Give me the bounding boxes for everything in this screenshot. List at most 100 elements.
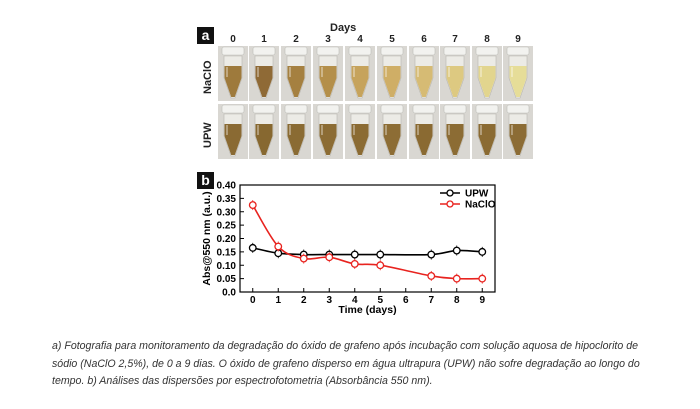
tube-highlight: [448, 125, 450, 135]
data-point-naclo: [299, 254, 308, 263]
tube-liquid: [287, 66, 305, 97]
tube-liquid: [351, 124, 369, 155]
panel-b-label: b: [197, 172, 214, 189]
y-tick-label: 0.35: [217, 194, 237, 205]
tube-cap: [284, 46, 308, 56]
y-tick-label: 0.10: [217, 261, 237, 272]
tube-cap: [252, 46, 276, 56]
data-point-naclo: [478, 274, 487, 283]
tube-photo: [472, 104, 502, 159]
day-label: 9: [515, 34, 521, 45]
x-tick-label: 6: [403, 295, 409, 306]
tube-liquid: [446, 124, 464, 155]
y-tick-label: 0.30: [217, 207, 237, 218]
tube-liquid: [478, 124, 496, 155]
tube-cap: [506, 104, 530, 114]
tube-cap: [221, 46, 245, 56]
tube-cap: [316, 104, 340, 114]
tube-photo: [218, 46, 248, 101]
day-label: 0: [230, 34, 236, 45]
tube-cap: [348, 104, 372, 114]
tube-photo: [503, 104, 533, 159]
tube-photo: [345, 46, 375, 101]
tube-photo: [218, 104, 248, 159]
tube-photo: [409, 46, 439, 101]
tube-photo: [409, 104, 439, 159]
tube-photo: [377, 104, 407, 159]
y-tick-label: 0.25: [217, 221, 237, 232]
y-tick-label: 0.20: [217, 234, 237, 245]
data-point-naclo: [452, 274, 461, 283]
data-point-upw: [376, 250, 385, 259]
tube-highlight: [321, 67, 323, 77]
tube-photo: [503, 46, 533, 101]
tube-cap: [284, 104, 308, 114]
tube-photo: [249, 46, 279, 101]
data-point-naclo: [325, 253, 334, 262]
legend-marker: [446, 189, 454, 197]
data-point-upw: [452, 246, 461, 255]
tube-cap: [412, 46, 436, 56]
tube-cap: [443, 46, 467, 56]
data-point-naclo: [350, 259, 359, 268]
x-tick-label: 0: [250, 295, 256, 306]
x-tick-label: 2: [301, 295, 307, 306]
tube-highlight: [417, 67, 419, 77]
data-point-upw: [248, 243, 257, 252]
x-axis-label: Time (days): [338, 304, 396, 316]
day-label: 1: [261, 34, 267, 45]
legend-label: NaClO: [465, 200, 496, 211]
tube-highlight: [511, 67, 513, 77]
tube-cap: [316, 46, 340, 56]
legend-marker: [446, 200, 454, 208]
x-tick-label: 3: [326, 295, 332, 306]
x-tick-label: 1: [275, 295, 281, 306]
tube-liquid: [351, 66, 369, 97]
tube-liquid: [287, 124, 305, 155]
tube-highlight: [480, 125, 482, 135]
tube-liquid: [478, 66, 496, 97]
tube-highlight: [511, 125, 513, 135]
day-label: 6: [421, 34, 427, 45]
day-label: 5: [389, 34, 395, 45]
tube-liquid: [509, 66, 527, 97]
series-line-naclo: [252, 204, 483, 280]
data-point-upw: [478, 247, 487, 256]
x-tick-label: 4: [352, 295, 358, 306]
x-tick-label: 9: [479, 295, 485, 306]
tube-cap: [380, 46, 404, 56]
tube-photo: [377, 46, 407, 101]
tube-photo: [440, 46, 470, 101]
tube-highlight: [289, 125, 291, 135]
tube-liquid: [383, 66, 401, 97]
tube-highlight: [257, 67, 259, 77]
tube-cap: [475, 46, 499, 56]
tube-photo: [472, 46, 502, 101]
tube-photo: [440, 104, 470, 159]
tube-highlight: [289, 67, 291, 77]
day-label: 8: [484, 34, 490, 45]
tube-liquid: [446, 66, 464, 97]
tube-highlight: [226, 125, 228, 135]
y-tick-label: 0.15: [217, 247, 237, 258]
tube-highlight: [257, 125, 259, 135]
tube-highlight: [385, 125, 387, 135]
y-tick-label: 0.40: [217, 181, 237, 192]
data-point-naclo: [248, 201, 257, 210]
panel-a-label: a: [197, 27, 214, 44]
tube-liquid: [319, 66, 337, 97]
tube-highlight: [353, 125, 355, 135]
tube-highlight: [226, 67, 228, 77]
tube-cap: [380, 104, 404, 114]
tube-photo: [345, 104, 375, 159]
tube-photo: [249, 104, 279, 159]
tube-cap: [221, 104, 245, 114]
figure-caption: a) Fotografia para monitoramento da degr…: [52, 340, 640, 387]
tube-cap: [412, 104, 436, 114]
tube-liquid: [509, 124, 527, 155]
tube-highlight: [448, 67, 450, 77]
x-tick-label: 8: [454, 295, 460, 306]
day-label: 4: [357, 34, 363, 45]
